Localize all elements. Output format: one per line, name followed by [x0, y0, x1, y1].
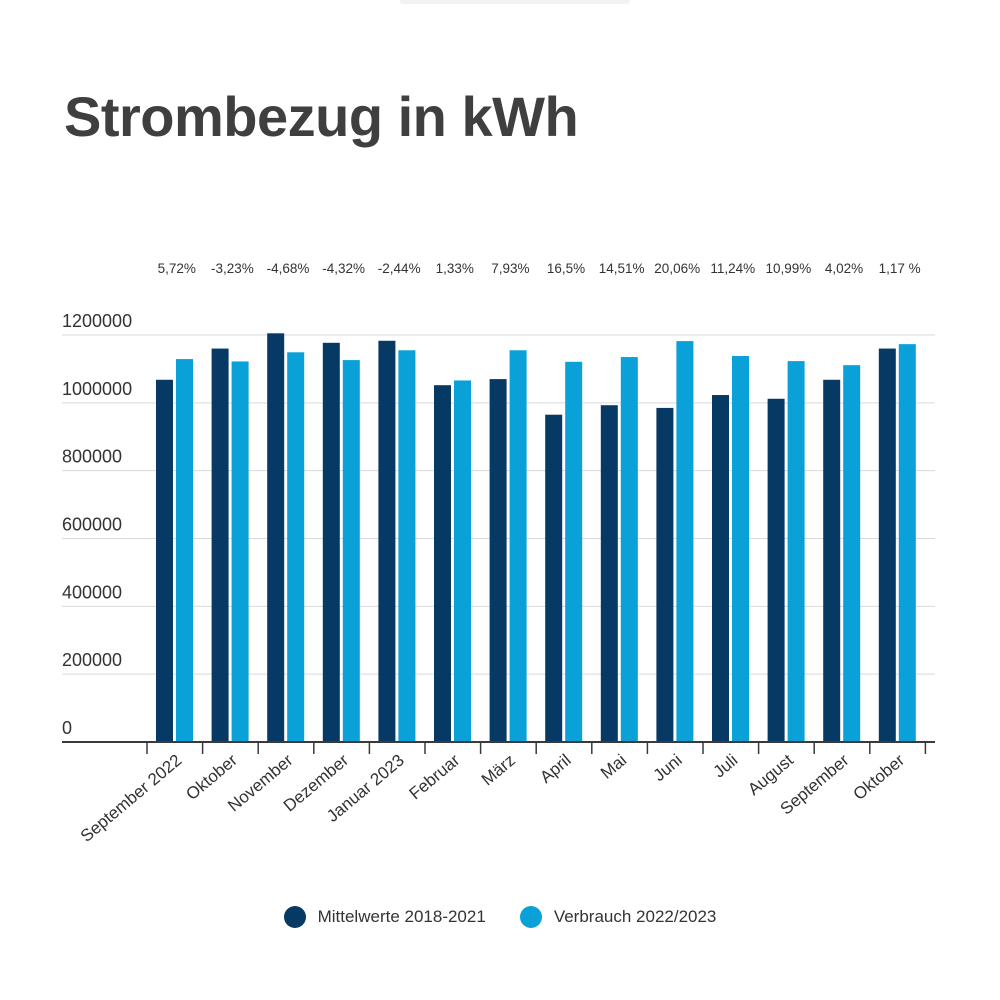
bar-mittelwerte [267, 333, 285, 742]
percentage-annotation: 20,06% [654, 261, 700, 276]
bar-verbrauch [176, 359, 193, 742]
y-tick-label: 800000 [62, 447, 122, 467]
bar-mittelwerte [545, 414, 563, 742]
bar-mittelwerte [156, 379, 173, 742]
bar-verbrauch [398, 350, 416, 742]
percentage-annotation: 1,17 % [879, 261, 921, 276]
y-tick-label: 1200000 [62, 311, 132, 331]
x-tick-label: Juli [710, 751, 742, 782]
y-tick-label: 0 [62, 718, 72, 738]
bar-mittelwerte [767, 398, 785, 742]
bar-verbrauch [898, 344, 916, 742]
bar-verbrauch [565, 361, 583, 742]
percentage-annotation: 10,99% [766, 261, 812, 276]
bar-mittelwerte [434, 385, 451, 742]
y-tick-label: 1000000 [62, 379, 132, 399]
bar-mittelwerte [656, 407, 674, 742]
bar-verbrauch [843, 365, 861, 742]
x-tick-label: Juni [650, 751, 686, 786]
x-tick-label: Oktober [850, 750, 909, 804]
bar-verbrauch [732, 356, 749, 742]
bar-mittelwerte [600, 405, 618, 742]
bar-mittelwerte [378, 340, 396, 742]
percentage-annotation: -2,44% [378, 261, 421, 276]
bar-verbrauch [342, 360, 360, 742]
y-tick-label: 400000 [62, 582, 122, 602]
bar-verbrauch [231, 361, 249, 742]
bar-mittelwerte [211, 348, 229, 742]
bar-mittelwerte [489, 379, 507, 742]
legend-label-mittelwerte: Mittelwerte 2018-2021 [317, 907, 486, 926]
chart-legend: Mittelwerte 2018-2021 Verbrauch 2022/202… [0, 906, 1000, 928]
bar-verbrauch [287, 352, 305, 742]
percentage-annotation: 4,02% [825, 261, 863, 276]
bar-mittelwerte [322, 342, 340, 742]
percentage-annotation: 11,24% [710, 261, 755, 276]
bar-verbrauch [454, 380, 471, 742]
x-tick-label: Mai [597, 751, 630, 783]
legend-swatch-mittelwerte [283, 906, 306, 928]
x-tick-label: Februar [406, 750, 464, 803]
legend-item-mittelwerte: Mittelwerte 2018-2021 [283, 906, 486, 928]
top-decoration-strip [400, 0, 630, 4]
x-tick-label: September 2022 [77, 751, 186, 846]
bar-mittelwerte [878, 348, 896, 742]
legend-label-verbrauch: Verbrauch 2022/2023 [553, 907, 717, 926]
bar-verbrauch [509, 350, 527, 742]
x-tick-label: April [536, 751, 574, 787]
percentage-annotation: -3,23% [211, 261, 254, 276]
percentage-annotation: 7,93% [491, 261, 529, 276]
percentage-annotation: 14,51% [599, 261, 645, 276]
bar-verbrauch [676, 341, 694, 742]
bar-verbrauch [787, 361, 805, 742]
chart-title: Strombezug in kWh [64, 85, 579, 148]
percentage-annotation: 1,33% [436, 261, 474, 276]
percentage-annotation: 5,72% [158, 261, 196, 276]
bar-mittelwerte [712, 395, 729, 742]
x-tick-label: August [744, 750, 797, 799]
legend-item-verbrauch: Verbrauch 2022/2023 [519, 906, 717, 928]
percentage-annotation: -4,32% [322, 261, 365, 276]
percentage-annotation: -4,68% [267, 261, 310, 276]
bar-verbrauch [620, 357, 638, 742]
legend-swatch-verbrauch [519, 906, 542, 928]
bar-mittelwerte [823, 379, 841, 742]
y-tick-label: 600000 [62, 515, 122, 535]
percentage-annotation: 16,5% [547, 261, 585, 276]
x-tick-label: März [478, 751, 519, 790]
y-tick-label: 200000 [62, 650, 122, 670]
